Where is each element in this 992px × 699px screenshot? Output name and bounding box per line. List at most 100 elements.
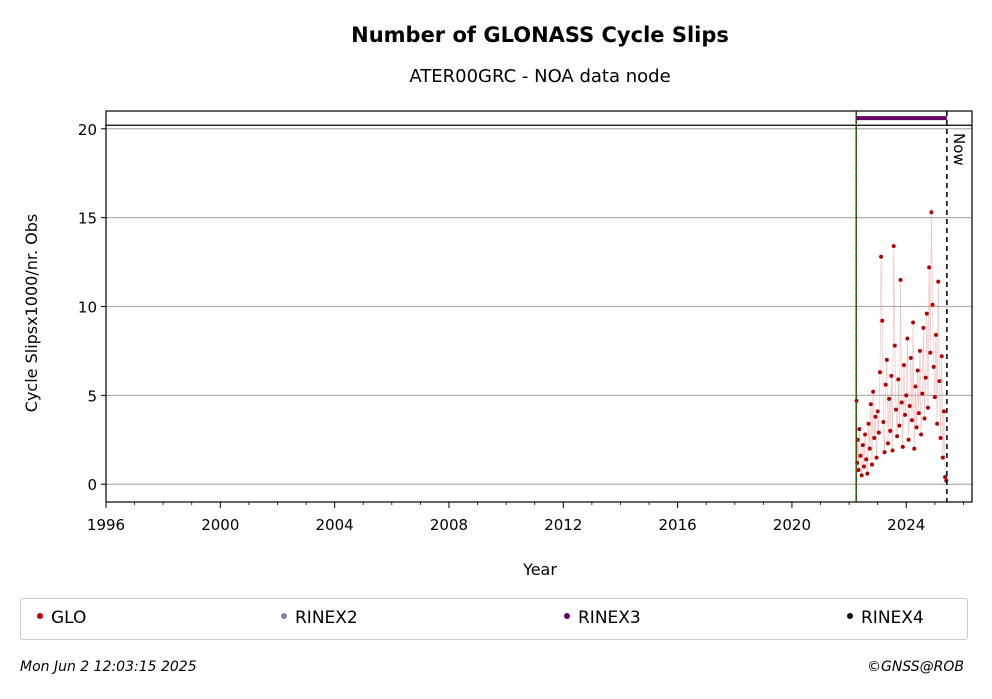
point-glo [923,375,928,380]
point-glo [899,400,904,405]
point-glo [874,455,879,460]
legend-item-rinex4: RINEX4 [847,608,924,628]
point-glo [866,421,871,426]
y-tick-label-20: 20 [78,121,97,139]
legend-item-glo: GLO [37,608,86,628]
point-glo [922,416,927,421]
point-glo [881,420,886,425]
point-glo [896,377,901,382]
footer-timestamp: Mon Jun 2 12:03:15 2025 [20,659,197,675]
point-glo [883,382,888,387]
legend-item-rinex3: RINEX3 [564,608,641,628]
point-glo [884,357,889,362]
point-glo [872,436,877,441]
point-glo [935,421,940,426]
point-glo [892,343,897,348]
point-glo [916,411,921,416]
point-glo [856,468,861,473]
point-glo [885,441,890,446]
legend-marker-rinex3 [564,613,570,619]
series-line-glo [856,212,947,481]
point-glo [859,473,864,478]
y-axis-ticks: 0 5 10 15 20 [78,121,106,494]
point-glo [861,464,866,469]
point-glo [932,395,937,400]
point-glo [911,320,916,325]
point-glo [914,425,919,430]
point-glo [905,336,910,341]
x-tick-label-2012: 2012 [544,516,582,534]
legend-label-glo: GLO [51,608,87,628]
footer-credit: ©GNSS@ROB [867,659,964,675]
x-tick-label-2024: 2024 [887,516,925,534]
x-tick-label-2004: 2004 [316,516,354,534]
point-glo [904,393,909,398]
point-glo [938,436,943,441]
point-glo [920,391,925,396]
point-glo [873,414,878,419]
point-glo [893,407,898,412]
x-tick-label-2020: 2020 [773,516,811,534]
y-tick-label-0: 0 [87,476,97,494]
point-glo [901,363,906,368]
point-glo [897,423,902,428]
point-glo [906,437,911,442]
point-glo [925,405,930,410]
chart-subtitle: ATER00GRC - NOA data node [409,66,670,87]
point-glo [864,457,869,462]
point-glo [943,475,948,480]
legend-marker-rinex2 [281,613,287,619]
legend: GLO RINEX2 RINEX3 RINEX4 [20,598,968,640]
point-glo [875,409,880,414]
point-glo [921,325,926,330]
now-label: Now [950,133,968,166]
point-glo [879,254,884,259]
point-glo [895,434,900,439]
point-glo [913,384,918,389]
x-tick-label-1996: 1996 [87,516,125,534]
point-glo [867,446,872,451]
x-axis-ticks: 1996 2000 2004 2008 2012 2016 2020 2024 [87,502,964,534]
point-glo [871,389,876,394]
chart-title: Number of GLONASS Cycle Slips [351,23,729,47]
point-glo [887,396,892,401]
point-glo [882,450,887,455]
point-glo [868,402,873,407]
chart-canvas: Number of GLONASS Cycle Slips ATER00GRC … [22,23,973,579]
point-glo [898,277,903,282]
point-glo [877,370,882,375]
legend-label-rinex3: RINEX3 [578,608,641,628]
point-glo [903,412,908,417]
legend-item-rinex2: RINEX2 [281,608,358,628]
point-glo [876,430,881,435]
point-glo [908,356,913,361]
y-axis-label: Cycle Slipsx1000/nr. Obs [22,214,41,412]
point-glo [939,354,944,359]
point-glo [940,455,945,460]
data-marks: Now [854,111,968,502]
point-glo [900,444,905,449]
legend-label-rinex4: RINEX4 [861,608,924,628]
legend-marker-rinex4 [847,613,853,619]
point-glo [888,428,893,433]
legend-marker-glo [37,613,43,619]
point-glo [941,409,946,414]
point-glo [924,311,929,316]
x-tick-label-2000: 2000 [201,516,239,534]
point-glo [912,446,917,451]
point-glo [891,244,896,249]
point-glo [933,332,938,337]
point-glo [865,471,870,476]
point-glo [880,318,885,323]
y-tick-label-5: 5 [87,387,97,405]
point-glo [917,348,922,353]
legend-label-rinex2: RINEX2 [295,608,358,628]
x-tick-label-2008: 2008 [430,516,468,534]
point-glo [858,453,863,458]
point-glo [889,373,894,378]
point-glo [890,448,895,453]
point-glo [930,302,935,307]
point-glo [915,368,920,373]
point-glo [863,432,868,437]
point-glo [857,427,862,432]
